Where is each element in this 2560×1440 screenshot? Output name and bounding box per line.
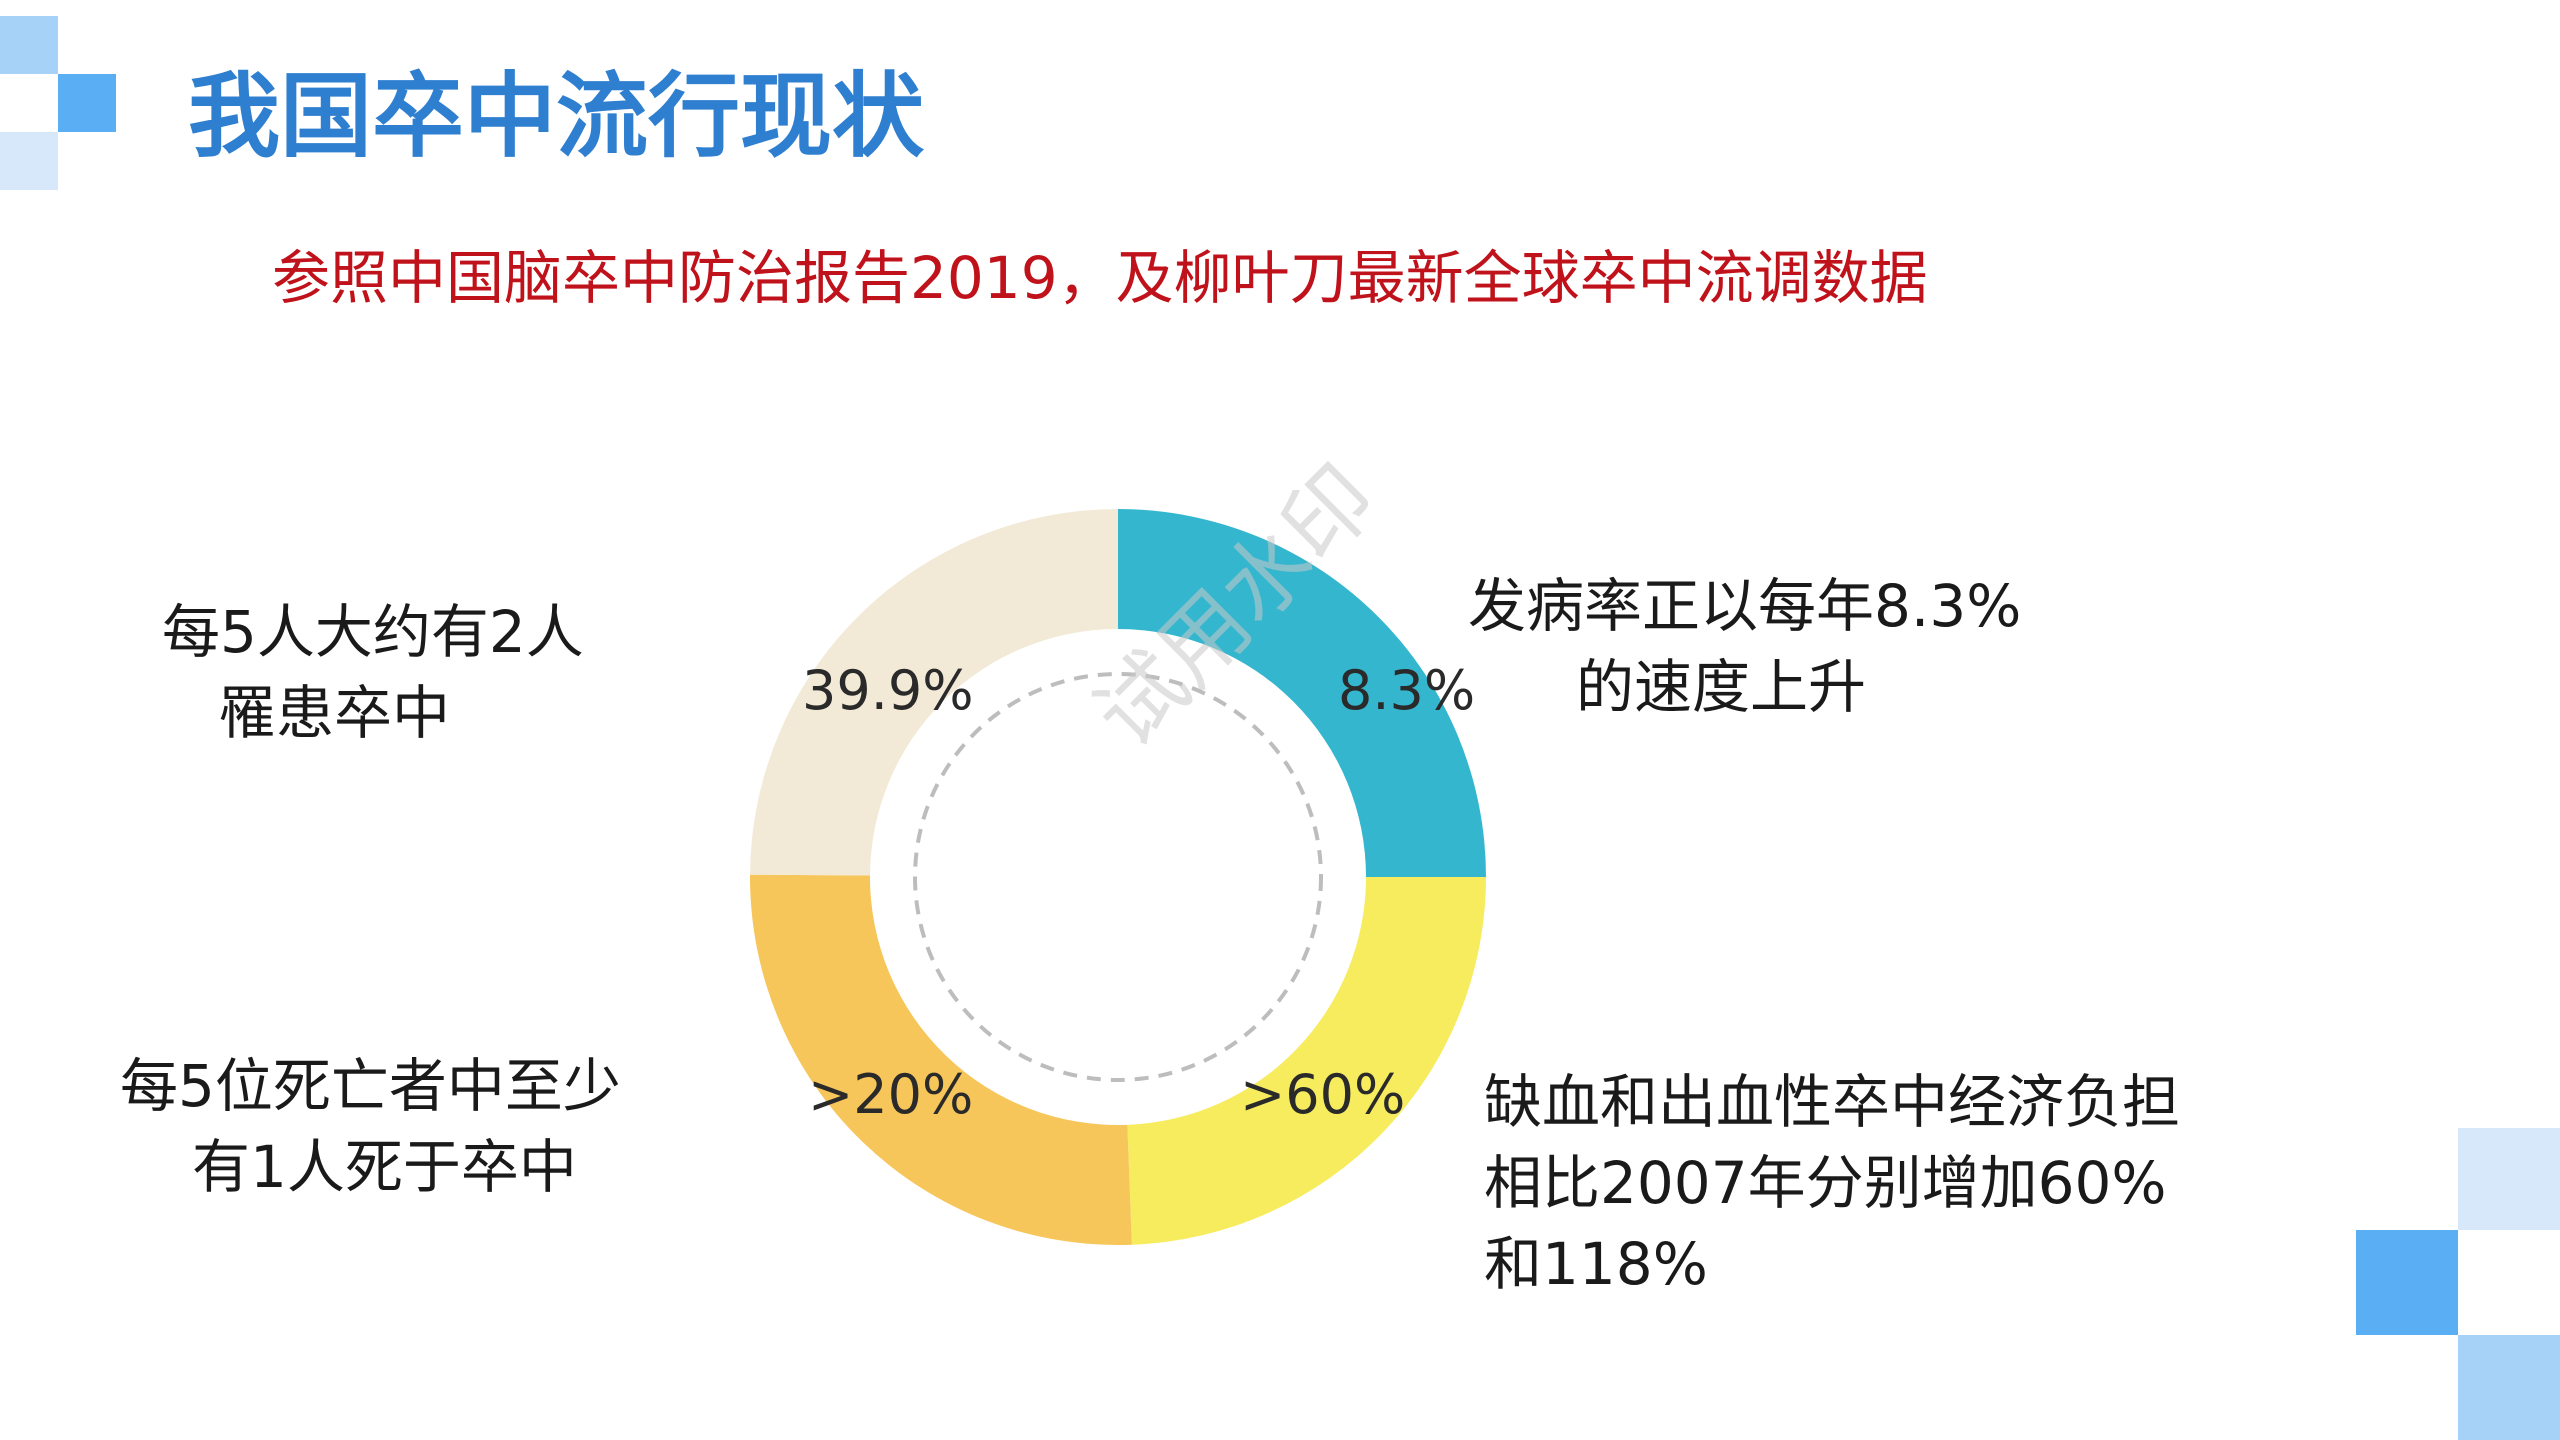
caption-line: 相比2007年分别增加60% bbox=[1484, 1149, 2167, 1218]
donut-segment-2 bbox=[750, 874, 1132, 1245]
decor-square bbox=[2356, 1230, 2458, 1335]
donut-segment-1 bbox=[1127, 877, 1486, 1245]
donut-segment-0 bbox=[1118, 509, 1486, 877]
donut-segments bbox=[750, 509, 1486, 1245]
caption-line: 有1人死于卒中 bbox=[192, 1133, 577, 1202]
caption-line: 罹患卒中 bbox=[218, 679, 451, 748]
caption-line: 发病率正以每年8.3% bbox=[1468, 572, 2022, 640]
donut-segment-3 bbox=[750, 509, 1118, 876]
segment-label: >20% bbox=[808, 1063, 974, 1126]
decor-square bbox=[0, 132, 58, 190]
caption-line: 缺血和出血性卒中经济负担 bbox=[1484, 1068, 2181, 1136]
page-title: 我国卒中流行现状 bbox=[188, 63, 925, 170]
caption-line: 每5人大约有2人 bbox=[162, 598, 584, 666]
decor-square bbox=[2458, 1335, 2560, 1440]
segment-label: >60% bbox=[1240, 1063, 1406, 1126]
caption-incidence: 发病率正以每年8.3% 的速度上升 bbox=[1468, 566, 2021, 728]
caption-line: 的速度上升 bbox=[1576, 653, 1867, 722]
decor-square bbox=[0, 16, 58, 74]
subtitle: 参照中国脑卒中防治报告2019，及柳叶刀最新全球卒中流调数据 bbox=[272, 244, 1928, 312]
decor-square bbox=[2458, 1128, 2560, 1230]
segment-label: 39.9% bbox=[802, 659, 974, 722]
decor-square bbox=[58, 74, 116, 132]
caption-mortality: 每5位死亡者中至少 有1人死于卒中 bbox=[120, 1046, 621, 1208]
segment-label: 8.3% bbox=[1338, 659, 1476, 722]
caption-economic-burden: 缺血和出血性卒中经济负担 相比2007年分别增加60% 和118% bbox=[1484, 1062, 2180, 1306]
caption-line: 每5位死亡者中至少 bbox=[120, 1052, 621, 1120]
inner-dashed-ring bbox=[913, 672, 1323, 1082]
caption-line: 和118% bbox=[1484, 1230, 1708, 1299]
caption-prevalence: 每5人大约有2人 罹患卒中 bbox=[162, 592, 584, 754]
